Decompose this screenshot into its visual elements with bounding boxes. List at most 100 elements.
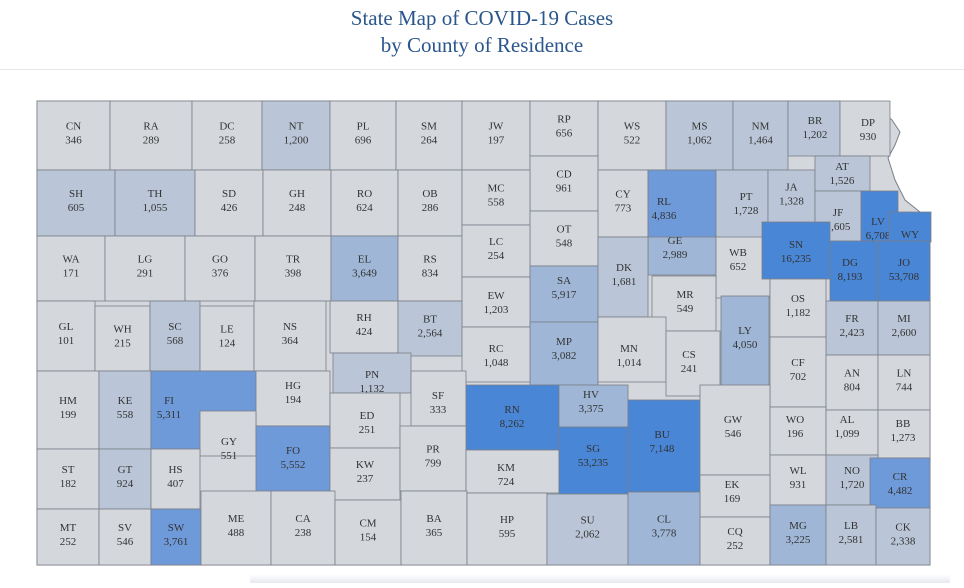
county-ck[interactable]: CK 2,338 — [875, 507, 931, 566]
county-gh[interactable]: GH 248 — [262, 169, 332, 237]
county-an[interactable]: AN 804 — [825, 354, 879, 411]
county-shape[interactable] — [814, 155, 871, 192]
county-shape[interactable] — [529, 100, 599, 157]
county-cr[interactable]: CR 4,482 — [869, 457, 931, 509]
county-sh[interactable]: SH 605 — [36, 169, 116, 237]
county-shape[interactable] — [98, 370, 152, 450]
county-fr[interactable]: FR 2,423 — [825, 300, 879, 356]
county-cl[interactable]: CL 3,778 — [627, 491, 701, 566]
county-go[interactable]: GO 376 — [184, 235, 256, 302]
county-shape[interactable] — [647, 236, 717, 276]
county-dk[interactable]: DK 1,681 — [597, 236, 649, 318]
county-pr[interactable]: PR 799 — [399, 425, 467, 492]
county-ca[interactable]: CA 238 — [270, 490, 336, 566]
county-shape[interactable] — [761, 221, 831, 280]
county-shape[interactable] — [769, 406, 827, 456]
county-shape[interactable] — [332, 352, 412, 394]
county-el[interactable]: EL 3,649 — [330, 235, 399, 302]
county-jf[interactable]: JF 1,605 — [814, 190, 862, 242]
county-ws[interactable]: WS 522 — [597, 100, 667, 171]
county-jo[interactable]: JO 53,708 — [877, 240, 931, 302]
county-shape[interactable] — [98, 508, 152, 566]
county-shape[interactable] — [36, 300, 96, 372]
county-shape[interactable] — [825, 300, 879, 356]
county-shape[interactable] — [461, 276, 531, 328]
county-shape[interactable] — [330, 235, 399, 302]
county-ba[interactable]: BA 365 — [400, 490, 468, 566]
county-shape[interactable] — [877, 300, 931, 356]
county-ot[interactable]: OT 548 — [529, 210, 599, 267]
county-shape[interactable] — [597, 100, 667, 171]
county-sw[interactable]: SW 3,761 — [150, 508, 202, 566]
county-shape[interactable] — [262, 169, 332, 237]
county-dg[interactable]: DG 8,193 — [829, 240, 879, 302]
county-wh[interactable]: WH 215 — [94, 305, 151, 372]
county-ln[interactable]: LN 744 — [877, 354, 931, 411]
county-bb[interactable]: BB 1,273 — [877, 409, 931, 459]
county-shape[interactable] — [877, 240, 931, 302]
county-ek[interactable]: EK 169 — [699, 474, 771, 518]
county-lc[interactable]: LC 254 — [461, 224, 531, 278]
county-shape[interactable] — [461, 224, 531, 278]
county-rn[interactable]: RN 8,262 — [465, 384, 560, 451]
county-shape[interactable] — [400, 490, 468, 566]
county-shape[interactable] — [839, 100, 891, 157]
county-pn[interactable]: PN 1,132 — [332, 352, 412, 395]
county-rs[interactable]: RS 834 — [397, 235, 463, 302]
county-shape[interactable] — [627, 491, 701, 566]
county-mp[interactable]: MP 3,082 — [529, 321, 599, 386]
county-gl[interactable]: GL 101 — [36, 300, 96, 372]
county-wa[interactable]: WA 171 — [36, 235, 106, 302]
county-shape[interactable] — [465, 384, 560, 451]
county-gy[interactable]: GY 551 — [199, 410, 257, 462]
county-shape[interactable] — [529, 155, 599, 212]
county-ke[interactable]: KE 558 — [98, 370, 152, 450]
county-shape[interactable] — [270, 490, 336, 566]
county-shape[interactable] — [465, 449, 560, 494]
county-shape[interactable] — [699, 384, 771, 476]
county-shape[interactable] — [255, 370, 331, 427]
county-mn[interactable]: MN 1,014 — [597, 316, 667, 383]
county-ed[interactable]: ED 251 — [329, 392, 401, 449]
county-gw[interactable]: GW 546 — [699, 384, 771, 476]
county-sn[interactable]: SN 16,235 — [761, 221, 831, 280]
county-shape[interactable] — [627, 399, 701, 493]
county-at[interactable]: AT 1,526 — [814, 155, 871, 192]
county-shape[interactable] — [825, 454, 879, 506]
county-hp[interactable]: HP 595 — [466, 492, 548, 566]
county-cf[interactable]: CF 702 — [769, 336, 827, 408]
county-ob[interactable]: OB 286 — [397, 169, 463, 237]
county-cd[interactable]: CD 961 — [529, 155, 599, 212]
county-sg[interactable]: SG 53,235 — [558, 426, 629, 495]
county-ge[interactable]: GE 2,989 — [647, 235, 717, 276]
county-dp[interactable]: DP 930 — [839, 100, 891, 157]
county-rp[interactable]: RP 656 — [529, 100, 599, 157]
county-pl[interactable]: PL 696 — [329, 100, 397, 171]
county-mg[interactable]: MG 3,225 — [769, 504, 827, 566]
county-hs[interactable]: HS 407 — [150, 448, 201, 510]
county-km[interactable]: KM 724 — [465, 449, 560, 494]
county-nt[interactable]: NT 1,200 — [261, 100, 331, 171]
county-dc[interactable]: DC 258 — [191, 100, 263, 171]
county-shape[interactable] — [715, 236, 771, 299]
county-shape[interactable] — [825, 409, 879, 456]
county-fo[interactable]: FO 5,552 — [255, 425, 331, 492]
county-hg[interactable]: HG 194 — [255, 370, 331, 427]
county-shape[interactable] — [461, 326, 531, 383]
county-ns[interactable]: NS 364 — [253, 300, 327, 372]
county-shape[interactable] — [150, 448, 201, 510]
county-hm[interactable]: HM 199 — [36, 370, 100, 450]
county-th[interactable]: TH 1,055 — [114, 169, 196, 237]
county-shape[interactable] — [461, 169, 531, 226]
county-sa[interactable]: SA 5,917 — [529, 265, 599, 323]
county-sv[interactable]: SV 546 — [98, 508, 152, 566]
county-shape[interactable] — [329, 447, 401, 501]
county-shape[interactable] — [875, 507, 931, 566]
county-shape[interactable] — [769, 278, 827, 338]
county-su[interactable]: SU 2,062 — [546, 493, 629, 566]
county-ly[interactable]: LY 4,050 — [720, 295, 770, 387]
county-cy[interactable]: CY 773 — [597, 169, 649, 238]
county-no[interactable]: NO 1,720 — [825, 454, 879, 506]
county-shape[interactable] — [665, 100, 734, 171]
county-rc[interactable]: RC 1,048 — [461, 326, 531, 383]
